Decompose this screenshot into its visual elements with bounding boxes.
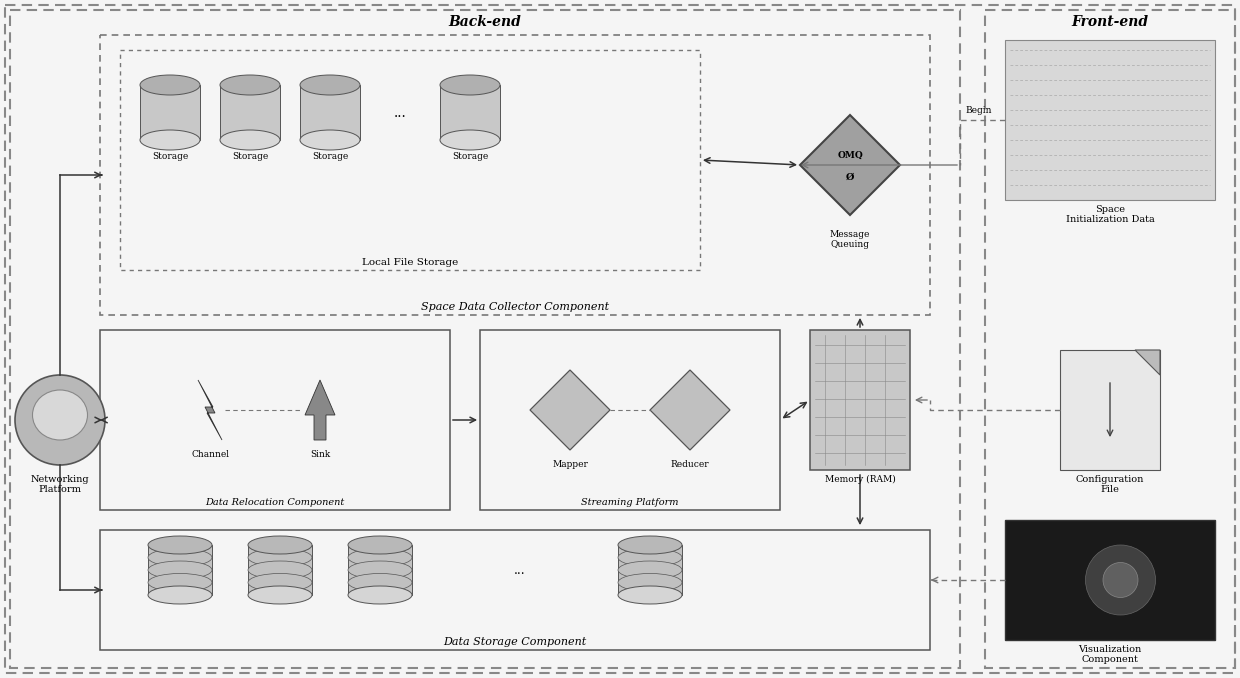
Text: Storage: Storage: [151, 152, 188, 161]
Text: OMQ: OMQ: [837, 151, 863, 159]
Ellipse shape: [618, 536, 682, 554]
Ellipse shape: [248, 536, 312, 554]
Text: Ø: Ø: [846, 172, 854, 182]
Bar: [10, 10, 960, 668]
Text: Sink: Sink: [310, 450, 330, 459]
Text: ...: ...: [515, 563, 526, 576]
Ellipse shape: [248, 549, 312, 567]
Ellipse shape: [219, 130, 280, 150]
Text: Streaming Platform: Streaming Platform: [582, 498, 678, 507]
Ellipse shape: [618, 561, 682, 579]
Text: Visualization
Component: Visualization Component: [1079, 645, 1142, 664]
Ellipse shape: [618, 574, 682, 591]
Text: Memory (RAM): Memory (RAM): [825, 475, 895, 484]
Text: Data Storage Component: Data Storage Component: [444, 637, 587, 647]
Text: Back-end: Back-end: [449, 15, 522, 29]
Bar: [100, 330, 450, 510]
Polygon shape: [198, 380, 222, 440]
Text: Storage: Storage: [451, 152, 489, 161]
Ellipse shape: [148, 574, 212, 591]
Polygon shape: [305, 380, 335, 440]
Text: Message
Queuing: Message Queuing: [830, 230, 870, 250]
Bar: [985, 10, 1235, 668]
Ellipse shape: [300, 75, 360, 95]
Bar: [148, 545, 212, 595]
Ellipse shape: [348, 561, 412, 579]
Ellipse shape: [1085, 545, 1156, 615]
Ellipse shape: [219, 75, 280, 95]
Ellipse shape: [348, 536, 412, 554]
Bar: [618, 545, 682, 595]
Ellipse shape: [348, 586, 412, 604]
Ellipse shape: [148, 536, 212, 554]
Ellipse shape: [440, 75, 500, 95]
Text: Front-end: Front-end: [1071, 15, 1148, 29]
Text: Storage: Storage: [232, 152, 268, 161]
Text: Begin: Begin: [965, 106, 992, 115]
Ellipse shape: [440, 130, 500, 150]
Text: Channel: Channel: [191, 450, 229, 459]
Ellipse shape: [140, 75, 200, 95]
Ellipse shape: [248, 586, 312, 604]
Bar: [1060, 350, 1159, 470]
Bar: [120, 50, 701, 270]
Ellipse shape: [348, 574, 412, 591]
Text: Local File Storage: Local File Storage: [362, 258, 458, 267]
Text: Space Data Collector Component: Space Data Collector Component: [420, 302, 609, 312]
Ellipse shape: [618, 549, 682, 567]
Ellipse shape: [248, 574, 312, 591]
Bar: [810, 330, 910, 470]
Bar: [248, 545, 312, 595]
Ellipse shape: [1104, 563, 1138, 597]
Text: Networking
Platform: Networking Platform: [31, 475, 89, 494]
Polygon shape: [650, 370, 730, 450]
Text: Reducer: Reducer: [671, 460, 709, 469]
Text: Configuration
File: Configuration File: [1076, 475, 1145, 494]
Ellipse shape: [32, 390, 88, 440]
Bar: [140, 85, 200, 140]
Text: Space
Initialization Data: Space Initialization Data: [1065, 205, 1154, 224]
Ellipse shape: [140, 130, 200, 150]
Ellipse shape: [348, 549, 412, 567]
Polygon shape: [800, 115, 900, 215]
Bar: [100, 530, 930, 650]
Bar: [440, 85, 500, 140]
Text: Mapper: Mapper: [552, 460, 588, 469]
Bar: [348, 545, 412, 595]
Ellipse shape: [148, 549, 212, 567]
Polygon shape: [529, 370, 610, 450]
Text: Storage: Storage: [312, 152, 348, 161]
Ellipse shape: [15, 375, 105, 465]
Ellipse shape: [618, 586, 682, 604]
Bar: [480, 330, 780, 510]
Bar: [300, 85, 360, 140]
Text: Data Relocation Component: Data Relocation Component: [206, 498, 345, 507]
Bar: [1004, 520, 1215, 640]
Bar: [1004, 40, 1215, 200]
Ellipse shape: [248, 561, 312, 579]
Bar: [100, 35, 930, 315]
Bar: [219, 85, 280, 140]
Ellipse shape: [148, 561, 212, 579]
Ellipse shape: [300, 130, 360, 150]
Ellipse shape: [148, 586, 212, 604]
Text: ...: ...: [393, 106, 407, 119]
Polygon shape: [1135, 350, 1159, 375]
